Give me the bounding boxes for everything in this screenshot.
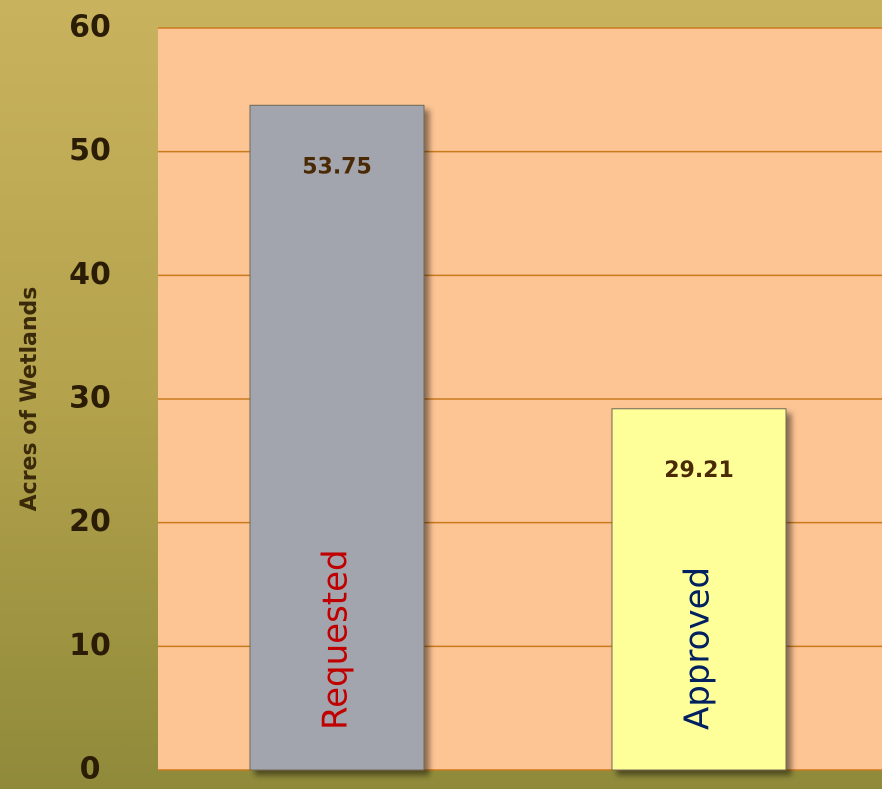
y-tick-label: 10 <box>69 628 111 663</box>
data-label: 29.21 <box>664 458 734 483</box>
data-label: 53.75 <box>302 154 372 179</box>
y-axis-label: Acres of Wetlands <box>17 287 42 512</box>
bar <box>249 104 425 771</box>
y-tick-label: 50 <box>69 133 111 168</box>
y-tick-label: 0 <box>80 752 101 787</box>
bar <box>611 408 787 771</box>
category-label: Approved <box>678 567 718 730</box>
y-tick-label: 60 <box>69 10 111 45</box>
y-tick-label: 40 <box>69 257 111 292</box>
category-label: Requested <box>316 549 356 730</box>
y-tick-label: 30 <box>69 381 111 416</box>
y-tick-label: 20 <box>69 504 111 539</box>
